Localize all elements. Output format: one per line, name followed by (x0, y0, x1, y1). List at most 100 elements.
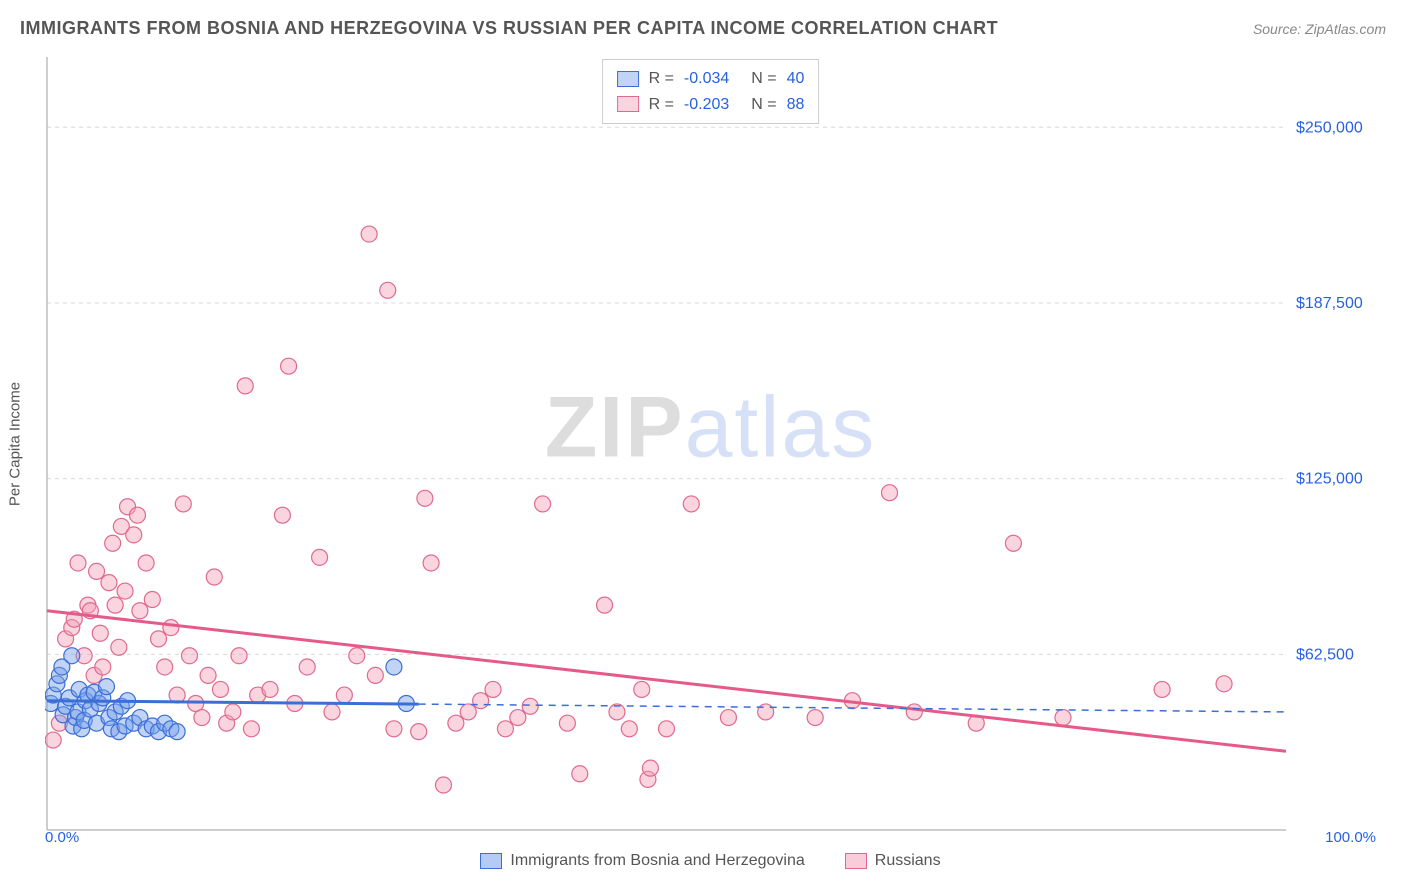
data-point (70, 555, 86, 571)
legend-r-label: R = (649, 92, 674, 118)
legend-swatch (480, 853, 502, 869)
source-label: Source: ZipAtlas.com (1253, 21, 1386, 37)
data-point (95, 659, 111, 675)
data-point (1055, 710, 1071, 726)
data-point (151, 631, 167, 647)
data-point (386, 659, 402, 675)
data-point (634, 681, 650, 697)
data-point (807, 710, 823, 726)
data-point (473, 693, 489, 709)
legend-series-item: Immigrants from Bosnia and Herzegovina (480, 852, 804, 870)
data-point (144, 592, 160, 608)
data-point (129, 507, 145, 523)
data-point (64, 648, 80, 664)
data-point (380, 282, 396, 298)
data-point (45, 732, 61, 748)
legend-swatch (845, 853, 867, 869)
legend-r-value: -0.203 (684, 92, 729, 118)
data-point (181, 648, 197, 664)
data-point (132, 603, 148, 619)
data-point (89, 563, 105, 579)
data-point (435, 777, 451, 793)
legend-series-label: Immigrants from Bosnia and Herzegovina (510, 852, 804, 870)
data-point (98, 679, 114, 695)
data-point (324, 704, 340, 720)
data-point (157, 659, 173, 675)
legend-n-label: N = (751, 92, 776, 118)
data-point (559, 715, 575, 731)
data-point (386, 721, 402, 737)
x-axis-max-label: 100.0% (1325, 829, 1376, 846)
data-point (117, 583, 133, 599)
data-point (212, 681, 228, 697)
data-point (336, 687, 352, 703)
legend-n-value: 88 (787, 92, 805, 118)
data-point (101, 575, 117, 591)
data-point (92, 625, 108, 641)
data-point (497, 721, 513, 737)
data-point (417, 490, 433, 506)
chart-title: IMMIGRANTS FROM BOSNIA AND HERZEGOVINA V… (20, 18, 998, 39)
data-point (231, 648, 247, 664)
scatter-plot: $62,500 $125,000 $187,500 $250,000 (45, 55, 1376, 832)
data-point (194, 710, 210, 726)
data-point (522, 698, 538, 714)
data-point (720, 710, 736, 726)
data-point (138, 555, 154, 571)
data-point (274, 507, 290, 523)
data-point (758, 704, 774, 720)
legend-series-item: Russians (845, 852, 941, 870)
data-point (882, 485, 898, 501)
legend-swatch (617, 96, 639, 112)
legend-correlation-row: R = -0.034 N = 40 (617, 66, 805, 92)
legend-n-value: 40 (787, 66, 805, 92)
data-point (1005, 535, 1021, 551)
data-point (105, 535, 121, 551)
y-tick-label: $125,000 (1296, 471, 1363, 488)
data-point (299, 659, 315, 675)
data-point (361, 226, 377, 242)
data-point (411, 724, 427, 740)
data-point (206, 569, 222, 585)
data-point (243, 721, 259, 737)
data-point (572, 766, 588, 782)
data-point (312, 549, 328, 565)
data-point (1154, 681, 1170, 697)
data-point (448, 715, 464, 731)
legend-series: Immigrants from Bosnia and Herzegovina Ru… (45, 852, 1376, 870)
data-point (510, 710, 526, 726)
data-point (126, 527, 142, 543)
data-point (225, 704, 241, 720)
data-point (642, 760, 658, 776)
data-point (535, 496, 551, 512)
data-point (367, 667, 383, 683)
data-point (163, 620, 179, 636)
legend-series-label: Russians (875, 852, 941, 870)
data-point (281, 358, 297, 374)
data-point (107, 597, 123, 613)
y-tick-label: $187,500 (1296, 295, 1363, 312)
data-point (111, 639, 127, 655)
data-point (237, 378, 253, 394)
legend-swatch (617, 71, 639, 87)
data-point (621, 721, 637, 737)
y-tick-label: $250,000 (1296, 119, 1363, 136)
data-point (200, 667, 216, 683)
legend-r-label: R = (649, 66, 674, 92)
legend-n-label: N = (751, 66, 776, 92)
data-point (906, 704, 922, 720)
legend-correlation-row: R = -0.203 N = 88 (617, 92, 805, 118)
legend-correlation: R = -0.034 N = 40 R = -0.203 N = 88 (602, 59, 820, 124)
legend-r-value: -0.034 (684, 66, 729, 92)
data-point (659, 721, 675, 737)
data-point (683, 496, 699, 512)
data-point (485, 681, 501, 697)
x-axis-min-label: 0.0% (45, 829, 79, 846)
data-point (175, 496, 191, 512)
data-point (597, 597, 613, 613)
data-point (262, 681, 278, 697)
data-point (169, 724, 185, 740)
y-tick-label: $62,500 (1296, 646, 1354, 663)
data-point (460, 704, 476, 720)
y-axis-label: Per Capita Income (7, 381, 24, 505)
